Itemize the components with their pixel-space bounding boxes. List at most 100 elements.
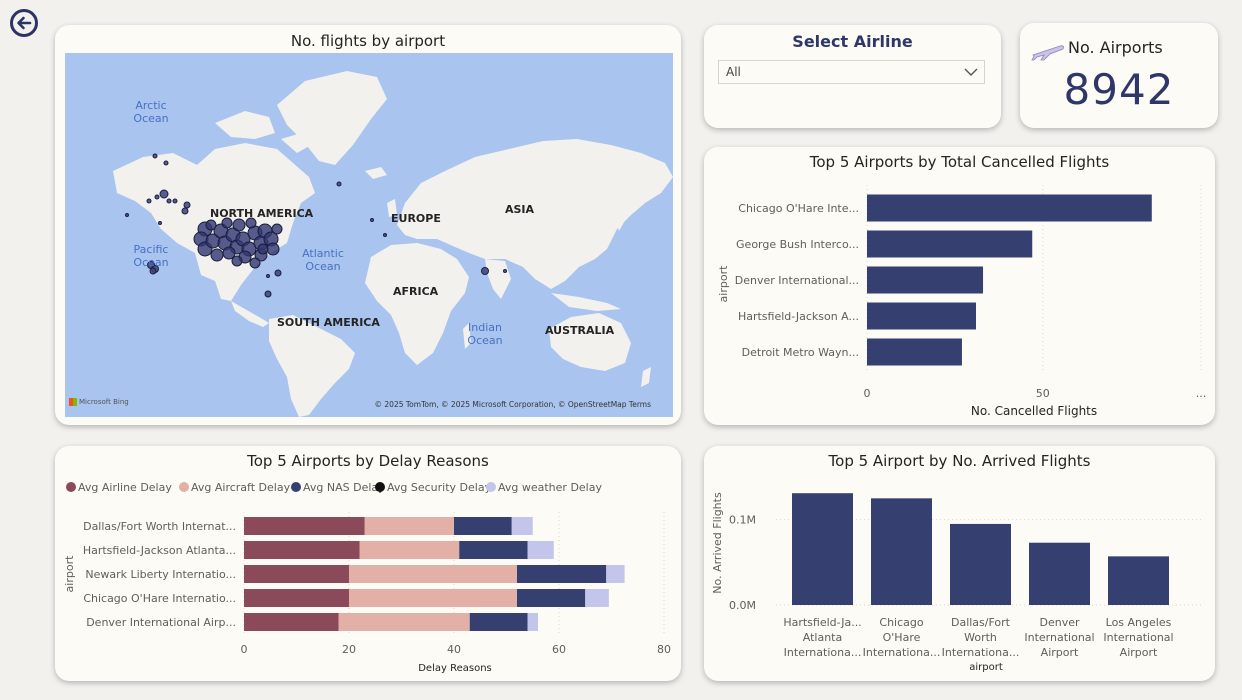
arrived-chart-title: Top 5 Airport by No. Arrived Flights [828,452,1091,470]
label-north-america: NORTH AMERICA [210,207,314,220]
airline-slicer-card: Select Airline All [704,25,1001,128]
delay-bar-segment [469,613,528,631]
cancelled-y-tick: Hartsfield-Jackson A... [738,310,859,323]
kpi-label: No. Airports [1068,38,1163,57]
arrived-bar [950,523,1011,605]
arrived-x-tick: Denver International Airport [1024,616,1094,659]
delay-bar-segment [244,589,349,607]
cancelled-chart-plot: airport No. Cancelled Flights 0 50 ... Chic… [717,185,1207,418]
delay-bar-segment [359,541,460,559]
delay-y-tick: Hartsfield-Jackson Atlanta... [83,544,236,557]
bing-text: Microsoft Bing [79,398,129,406]
delay-x-tick: 80 [657,643,671,656]
delay-chart-card: Top 5 Airports by Delay Reasons airport … [55,446,681,681]
delay-legend-marker [486,482,496,492]
arrived-y-tick: 0.1M [729,514,756,527]
cancelled-chart-card: Top 5 Airports by Total Cancelled Flight… [704,147,1215,425]
delay-bar-segment [527,613,538,631]
delay-bar-segment [338,613,470,631]
label-south-america: SOUTH AMERICA [277,316,380,329]
bing-logo-icon [69,398,77,406]
cancelled-x-tick: 0 [864,387,871,400]
cancelled-y-tick: George Bush Interco... [736,238,859,251]
map-card: No. flights by airport [55,25,681,425]
arrived-bar [871,498,932,605]
cancelled-y-tick: Chicago O'Hare Inte... [738,202,859,215]
label-atlantic-ocean: Atlantic Ocean [302,247,344,273]
arrived-chart-xlabel: airport [969,662,1003,673]
arrived-bar [1108,556,1169,605]
delay-y-tick: Denver International Airp... [86,616,236,629]
arrived-x-tick: Chicago O'Hare Internationa... [863,616,941,659]
label-europe: EUROPE [391,212,441,225]
delay-bar-segment [606,565,625,583]
delay-chart-title: Top 5 Airports by Delay Reasons [247,452,489,470]
cancelled-bar [867,230,1033,258]
label-asia: ASIA [505,203,535,216]
delay-legend-label: Avg Airline Delay [78,481,172,494]
airline-dropdown[interactable]: All [718,60,985,84]
delay-bar-segment [517,589,586,607]
delay-y-tick: Chicago O'Hare Internatio... [83,592,236,605]
delay-legend-label: Avg NAS Delay [303,481,385,494]
delay-x-tick: 60 [552,643,566,656]
delay-y-tick: Newark Liberty Internatio... [85,568,236,581]
label-arctic-ocean: Arctic Ocean [133,99,169,125]
delay-x-tick: 20 [342,643,356,656]
arrived-chart-plot: No. Arrived Flights airport 0.0M 0.1M Hart… [711,492,1204,673]
kpi-value: 8942 [1063,65,1175,114]
slicer-title: Select Airline [792,32,913,51]
delay-legend-label: Avg weather Delay [498,481,602,494]
map-attribution[interactable]: © 2025 TomTom, © 2025 Microsoft Corporat… [374,400,651,409]
chevron-down-icon [964,68,978,76]
cancelled-bar [867,302,976,330]
arrived-y-tick: 0.0M [729,599,756,612]
delay-bar-segment [349,565,517,583]
cancelled-chart-xlabel: No. Cancelled Flights [971,404,1097,418]
arrived-bar [1029,542,1090,605]
world-map [113,71,673,417]
cancelled-x-tick: ... [1196,387,1207,400]
delay-legend-marker [179,482,189,492]
delay-legend-marker [291,482,301,492]
delay-legend-marker [375,482,385,492]
cancelled-bar [867,266,984,294]
delay-bar-segment [349,589,517,607]
arrived-chart-ylabel: No. Arrived Flights [711,492,724,594]
delay-chart-plot: airport Delay Reasons 0 20 40 60 80 Dallas/Fo… [63,481,671,674]
delay-bar-segment [527,541,554,559]
cancelled-chart-title: Top 5 Airports by Total Cancelled Flight… [809,153,1110,171]
delay-y-tick: Dallas/Fort Worth Internat... [83,520,236,533]
delay-bar-segment [517,565,607,583]
delay-bar-segment [244,517,365,535]
label-australia: AUSTRALIA [545,324,615,337]
label-indian-ocean: Indian Ocean [467,321,503,347]
cancelled-bar [867,338,962,366]
label-africa: AFRICA [393,285,439,298]
airplane-icon [1031,45,1064,61]
arrow-left-icon [17,16,32,30]
delay-bar-segment [244,613,339,631]
arrived-x-tick: Los Angeles International Airport [1103,616,1173,659]
delay-bar-segment [244,541,360,559]
airport-bubbles [125,153,507,298]
map-view[interactable]: Arctic Ocean NORTH AMERICA EUROPE ASIA P… [65,53,673,417]
delay-bar-segment [459,541,528,559]
arrived-chart-card: Top 5 Airport by No. Arrived Flights No.… [704,446,1215,681]
arrived-x-tick: Hartsfield-Ja... Atlanta Internationa... [783,616,861,659]
delay-bar-segment [244,565,349,583]
cancelled-bar [867,194,1152,222]
label-pacific-ocean: Pacific Ocean [133,243,169,269]
delay-chart-xlabel: Delay Reasons [418,663,492,674]
cancelled-x-tick: 50 [1036,387,1050,400]
arrived-bar [792,493,853,605]
delay-legend-label: Avg Security Delay [387,481,492,494]
delay-bar-segment [585,589,609,607]
airports-kpi-card: No. Airports 8942 [1020,23,1218,128]
back-button[interactable] [10,9,38,37]
delay-bar-segment [454,517,512,535]
delay-chart-ylabel: airport [63,555,76,593]
delay-x-tick: 40 [447,643,461,656]
cancelled-chart-ylabel: airport [717,265,730,303]
arrived-x-tick: Dallas/Fort Worth Internationa... [942,616,1020,659]
